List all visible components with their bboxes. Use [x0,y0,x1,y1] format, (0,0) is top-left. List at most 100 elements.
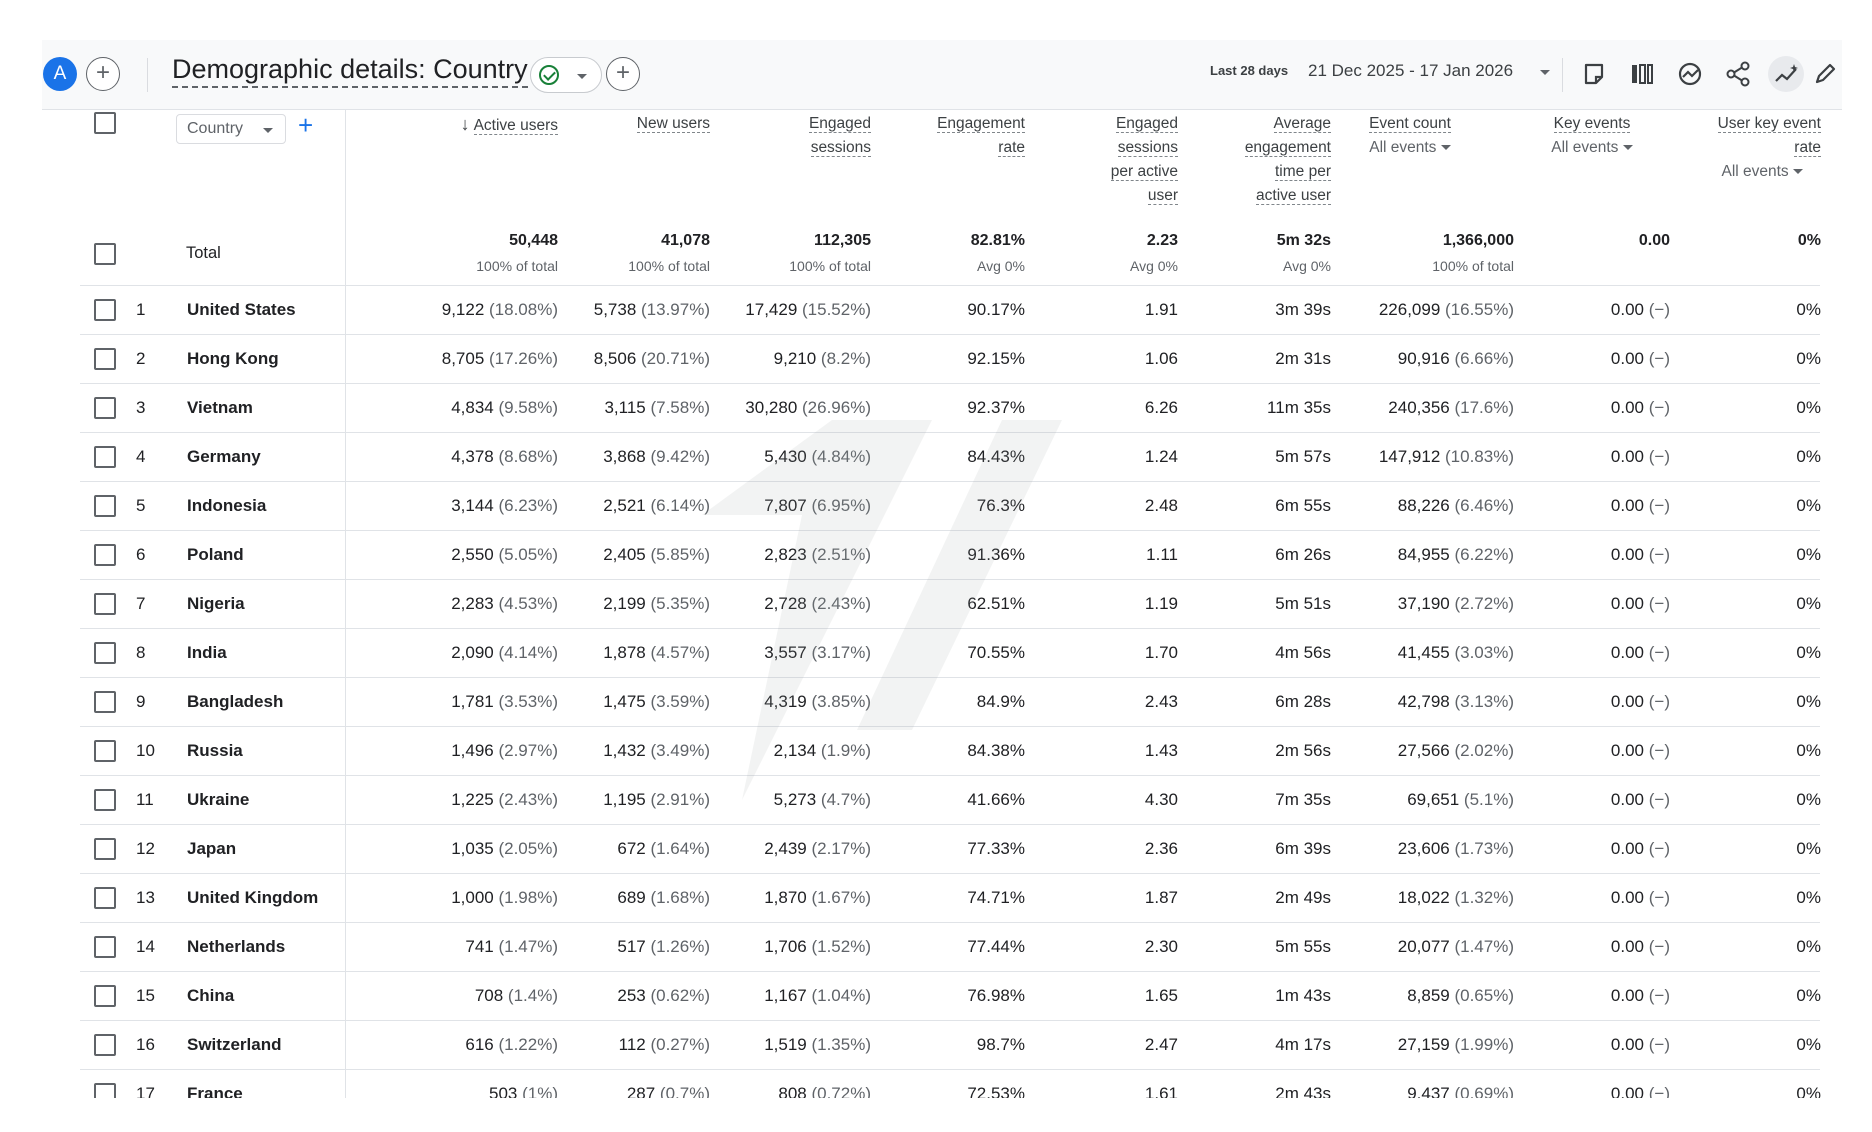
row-checkbox[interactable] [94,1083,116,1098]
insights-icon[interactable] [1672,56,1708,92]
row-checkbox[interactable] [94,936,116,958]
divider [1562,58,1563,92]
account-avatar[interactable]: A [43,57,77,91]
cell-share: (1.32%) [1454,888,1514,907]
date-preset-label[interactable]: Last 28 days [1210,63,1289,78]
row-checkbox[interactable] [94,495,116,517]
cell-value: 9,437 [1407,1084,1450,1098]
row-checkbox[interactable] [94,348,116,370]
table-row[interactable]: 6 Poland 2,550 (5.05%) 2,405 (5.85%) 2,823 (… [80,531,1821,580]
row-checkbox[interactable] [94,691,116,713]
country-name[interactable]: Vietnam [187,398,253,417]
country-name[interactable]: United Kingdom [187,888,319,907]
add-dimension-button[interactable]: + [298,110,314,140]
cell-value: 0.00 [1610,839,1645,858]
select-all-checkbox[interactable] [94,112,116,134]
row-checkbox[interactable] [94,397,116,419]
row-checkbox[interactable] [94,544,116,566]
country-name[interactable]: Netherlands [187,937,286,956]
cell-share: (5.1%) [1463,790,1514,809]
col-header-new-users[interactable]: New users [636,115,710,133]
cell-engagement-rate: 77.33% [967,839,1025,859]
cell-value: 0% [1796,1035,1821,1054]
table-row[interactable]: 4 Germany 4,378 (8.68%) 3,868 (9.42%) 5,430 … [80,433,1821,482]
table-row[interactable]: 16 Switzerland 616 (1.22%) 112 (0.27%) 1,519… [80,1021,1821,1070]
cell-user-key-rate: 0% [1796,790,1821,810]
row-checkbox[interactable] [94,740,116,762]
dimension-selector[interactable]: Country [176,114,286,144]
country-name[interactable]: Japan [187,839,237,858]
country-name[interactable]: Hong Kong [187,349,279,368]
col-header-user-key-event-rate[interactable]: User key event rate All events [1717,115,1821,180]
country-name[interactable]: Russia [187,741,243,760]
sparkline-trend-icon[interactable] [1768,56,1804,92]
table-row[interactable]: 11 Ukraine 1,225 (2.43%) 1,195 (2.91%) 5,273… [80,776,1821,825]
table-row[interactable]: 7 Nigeria 2,283 (4.53%) 2,199 (5.35%) 2,728 … [80,580,1821,629]
cell-share: (2.72%) [1454,594,1514,613]
country-name[interactable]: Indonesia [187,496,267,515]
row-checkbox[interactable] [94,838,116,860]
table-row[interactable]: 3 Vietnam 4,834 (9.58%) 3,115 (7.58%) 30,280… [80,384,1821,433]
cell-engaged-sessions: 17,429 (15.52%) [745,300,871,320]
row-checkbox[interactable] [94,642,116,664]
table-row[interactable]: 14 Netherlands 741 (1.47%) 517 (1.26%) 1,706… [80,923,1821,972]
cell-engagement-rate: 84.43% [967,447,1025,467]
compare-icon[interactable] [1576,56,1612,92]
cell-active-users: 4,834 (9.58%) [451,398,558,418]
cell-value: 6m 28s [1275,692,1331,711]
cell-share: (−) [1648,888,1670,907]
col-header-active-users[interactable]: ↓ Active users [460,114,558,135]
cell-event-count: 88,226 (6.46%) [1398,496,1514,516]
row-checkbox[interactable] [94,299,116,321]
country-name[interactable]: Ukraine [187,790,250,809]
table-row[interactable]: 2 Hong Kong 8,705 (17.26%) 8,506 (20.71%) 9,… [80,335,1821,384]
cell-share: (4.14%) [498,643,558,662]
edit-pencil-icon[interactable] [1806,56,1842,92]
add-report-button[interactable]: + [606,57,640,91]
row-checkbox[interactable] [94,887,116,909]
country-name[interactable]: India [187,643,227,662]
cell-engagement-rate: 91.36% [967,545,1025,565]
col-header-avg-engagement-time[interactable]: Average engagement time per active user [1244,115,1331,205]
col-header-engaged-sessions[interactable]: Engaged sessions [808,115,871,157]
date-range-picker[interactable]: 21 Dec 2025 - 17 Jan 2026 [1308,61,1514,80]
table-row[interactable]: 5 Indonesia 3,144 (6.23%) 2,521 (6.14%) 7,80… [80,482,1821,531]
cell-share: (9.42%) [650,447,710,466]
cell-value: 8,705 [441,349,485,368]
cell-value: 0% [1796,839,1821,858]
page-title[interactable]: Demographic details: Country [172,54,528,88]
country-name[interactable]: China [187,986,235,1005]
row-checkbox[interactable] [94,789,116,811]
row-checkbox[interactable] [94,446,116,468]
table-row[interactable]: 17 France 503 (1%) 287 (0.7%) 808 (0.72%) 72.… [80,1070,1821,1098]
col-header-event-count[interactable]: Event count All events [1369,115,1451,156]
row-checkbox[interactable] [94,1034,116,1056]
table-row[interactable]: 12 Japan 1,035 (2.05%) 672 (1.64%) 2,439 (2.… [80,825,1821,874]
country-name[interactable]: Bangladesh [187,692,284,711]
columns-icon[interactable] [1624,56,1660,92]
col-header-key-events[interactable]: Key events All events [1512,112,1672,160]
table-row[interactable]: 15 China 708 (1.4%) 253 (0.62%) 1,167 (1.04%… [80,972,1821,1021]
row-checkbox[interactable] [94,593,116,615]
chevron-down-icon[interactable] [1540,70,1550,75]
table-row[interactable]: 10 Russia 1,496 (2.97%) 1,432 (3.49%) 2,134 … [80,727,1821,776]
total-engaged-per-user-avg: Avg 0% [1130,258,1178,274]
country-name[interactable]: United States [187,300,296,319]
cell-value: 37,190 [1397,594,1450,613]
country-name[interactable]: Poland [187,545,244,564]
table-row[interactable]: 8 India 2,090 (4.14%) 1,878 (4.57%) 3,557 (3… [80,629,1821,678]
country-name[interactable]: Switzerland [187,1035,282,1054]
country-name[interactable]: Germany [187,447,261,466]
table-row[interactable]: 9 Bangladesh 1,781 (3.53%) 1,475 (3.59%) 4,3… [80,678,1821,727]
col-header-engagement-rate[interactable]: Engagement rate [937,115,1025,157]
country-name[interactable]: Nigeria [187,594,245,613]
country-name[interactable]: France [187,1084,243,1098]
table-row[interactable]: 13 United Kingdom 1,000 (1.98%) 689 (1.68%)… [80,874,1821,923]
table-row[interactable]: 1 United States 9,122 (18.08%) 5,738 (13.97… [80,286,1821,335]
total-row-checkbox[interactable] [94,243,116,265]
col-header-engaged-sessions-per-user[interactable]: Engaged sessions per active user [1110,115,1178,205]
status-dropdown[interactable] [530,57,602,93]
share-icon[interactable] [1720,56,1756,92]
add-comparison-button[interactable]: + [86,57,120,91]
row-checkbox[interactable] [94,985,116,1007]
